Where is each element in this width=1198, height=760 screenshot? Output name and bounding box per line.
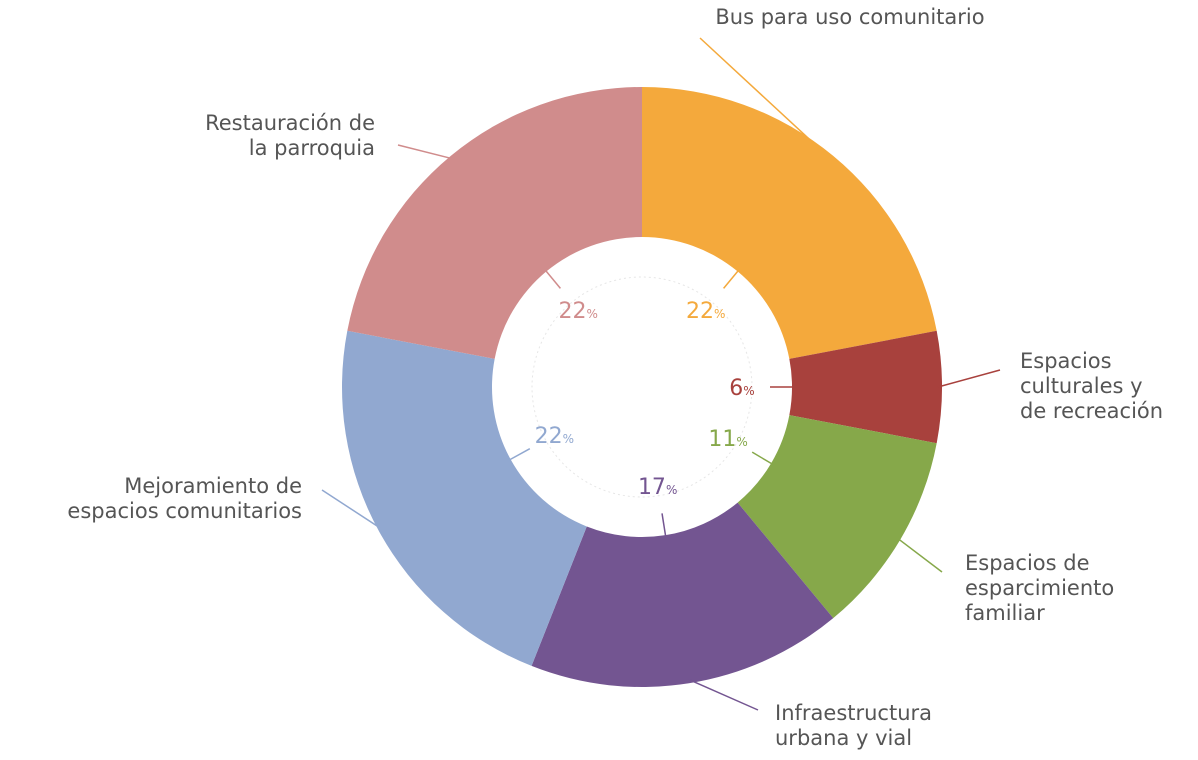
donut-slice — [531, 502, 834, 687]
label-line: Espacios de — [965, 551, 1090, 575]
leader-line — [321, 489, 384, 531]
value-number: 17 — [638, 475, 666, 500]
leader-line — [688, 678, 759, 711]
value-unit: % — [666, 483, 677, 497]
category-label: Espacios de esparcimiento familiar — [965, 551, 1114, 625]
pct-leader — [661, 513, 667, 538]
value-unit: % — [587, 307, 598, 321]
value-number: 11 — [708, 427, 736, 452]
label-line: familiar — [965, 601, 1045, 625]
leader-line — [699, 37, 832, 160]
label-line: la parroquia — [249, 136, 375, 160]
donut-slice — [642, 87, 937, 359]
value-unit: % — [714, 307, 725, 321]
pct-leader — [751, 451, 774, 466]
label-line: de recreación — [1020, 399, 1163, 423]
leader-line — [896, 537, 943, 573]
value-unit: % — [743, 384, 754, 398]
value-number: 22 — [559, 299, 587, 324]
leader-line — [397, 144, 454, 160]
value-label: 22% — [559, 299, 598, 324]
pct-leader — [544, 269, 561, 289]
label-line: Mejoramiento de — [124, 474, 302, 498]
value-number: 6 — [729, 376, 743, 401]
label-line: Espacios — [1020, 349, 1112, 373]
label-line: Infraestructura — [775, 701, 932, 725]
category-label: Restauración de la parroquia — [205, 111, 375, 160]
label-line: culturales y — [1020, 374, 1143, 398]
donut-slice — [342, 330, 587, 666]
value-unit: % — [563, 432, 574, 446]
hole-guide — [531, 276, 753, 498]
category-label: Mejoramiento de espacios comunitarios — [67, 474, 302, 523]
value-number: 22 — [535, 424, 563, 449]
leader-line — [937, 369, 1001, 388]
pct-leader — [723, 269, 740, 289]
value-label: 22% — [535, 424, 574, 449]
category-label: Infraestructura urbana y vial — [775, 701, 932, 750]
label-line: Restauración de — [205, 111, 375, 135]
value-unit: % — [736, 435, 747, 449]
value-label: 17% — [638, 475, 677, 500]
donut-slice — [737, 415, 937, 619]
label-line: esparcimiento — [965, 576, 1114, 600]
donut-slice — [347, 86, 642, 359]
category-label: Espacios culturales y de recreación — [1020, 349, 1163, 423]
label-line: espacios comunitarios — [67, 499, 302, 523]
value-number: 22 — [686, 299, 714, 324]
value-label: 22% — [686, 299, 725, 324]
pct-leader — [508, 448, 531, 461]
value-label: 11% — [708, 427, 747, 452]
category-label: Bus para uso comunitario — [715, 5, 984, 29]
donut-slice — [789, 330, 943, 444]
label-line: Bus para uso comunitario — [715, 5, 984, 29]
value-label: 6% — [729, 376, 754, 401]
label-line: urbana y vial — [775, 726, 912, 750]
